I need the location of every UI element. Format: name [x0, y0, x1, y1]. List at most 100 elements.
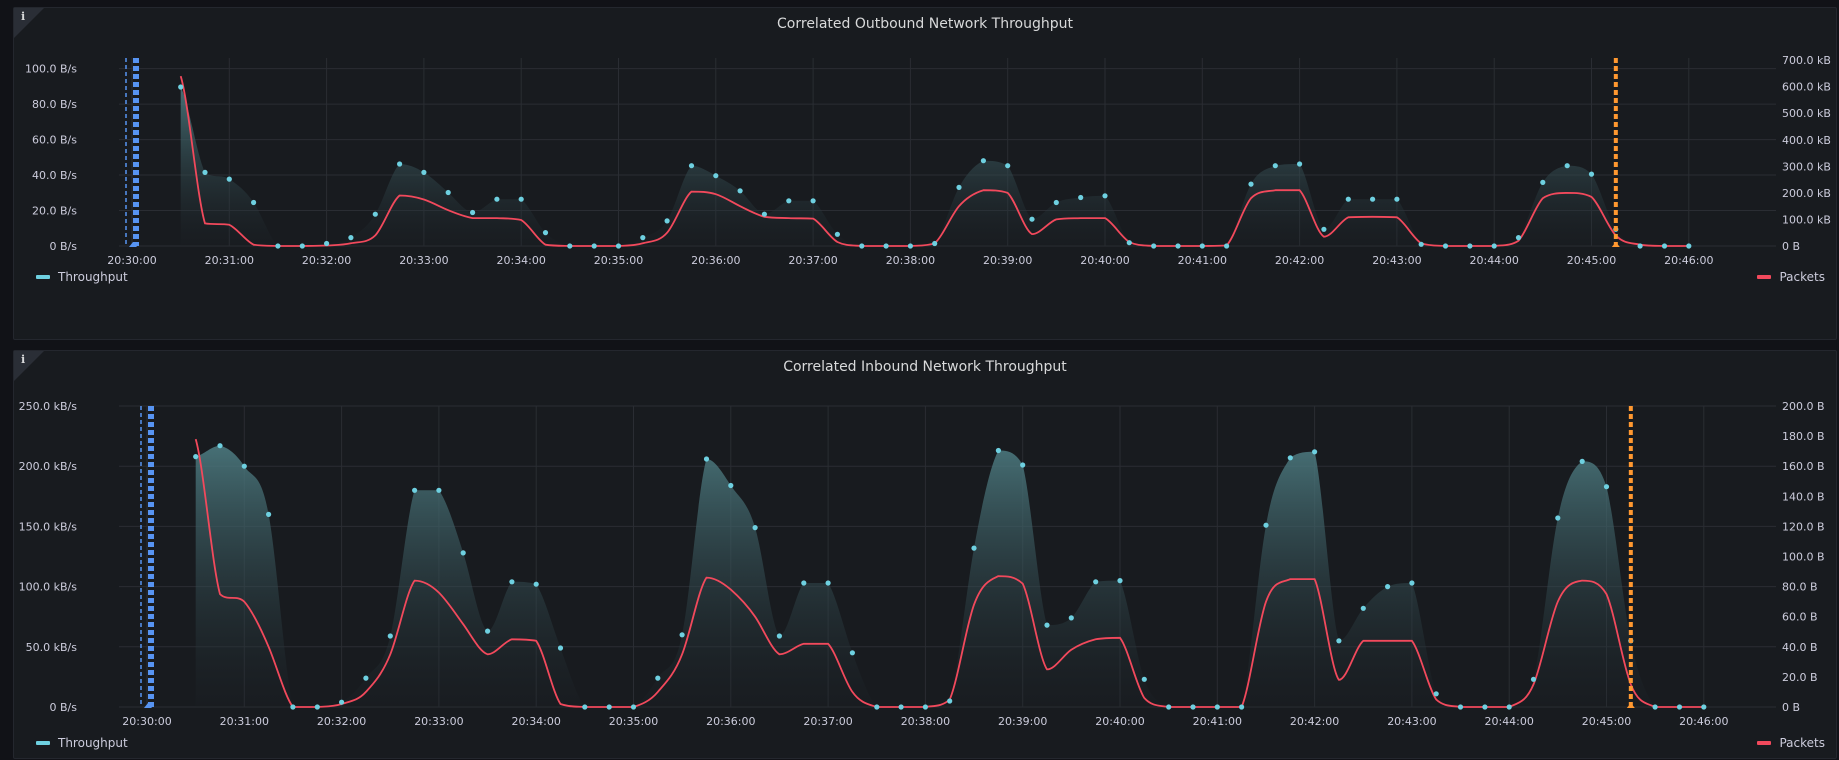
throughput-point[interactable] [1044, 622, 1050, 628]
throughput-point[interactable] [324, 240, 330, 247]
throughput-point[interactable] [737, 188, 743, 194]
throughput-point[interactable] [1564, 163, 1570, 169]
throughput-point[interactable] [1686, 243, 1692, 249]
throughput-point[interactable] [640, 235, 646, 241]
throughput-point[interactable] [922, 704, 929, 710]
throughput-point[interactable] [1029, 216, 1035, 222]
throughput-point[interactable] [1093, 579, 1099, 585]
throughput-point[interactable] [518, 196, 524, 202]
throughput-point[interactable] [1433, 691, 1439, 697]
throughput-point[interactable] [397, 161, 403, 167]
throughput-point[interactable] [688, 163, 695, 169]
legend-right[interactable]: Packets [1757, 736, 1825, 750]
throughput-point[interactable] [1102, 193, 1108, 199]
throughput-point[interactable] [1020, 462, 1026, 468]
throughput-point[interactable] [1214, 704, 1220, 710]
throughput-point[interactable] [1652, 704, 1658, 710]
throughput-point[interactable] [299, 243, 305, 249]
throughput-point[interactable] [1005, 163, 1011, 169]
throughput-point[interactable] [1579, 458, 1585, 464]
throughput-point[interactable] [703, 456, 710, 462]
throughput-point[interactable] [859, 243, 865, 249]
throughput-point[interactable] [776, 633, 783, 639]
throughput-point[interactable] [615, 243, 622, 249]
throughput-point[interactable] [1248, 181, 1254, 187]
throughput-point[interactable] [251, 199, 257, 206]
throughput-point[interactable] [372, 211, 378, 217]
throughput-point[interactable] [1491, 243, 1497, 249]
throughput-point[interactable] [664, 218, 670, 224]
throughput-point[interactable] [1166, 704, 1172, 710]
throughput-point[interactable] [494, 196, 500, 202]
throughput-point[interactable] [470, 209, 476, 216]
throughput-point[interactable] [1603, 484, 1610, 490]
throughput-point[interactable] [995, 447, 1002, 454]
throughput-point[interactable] [1370, 196, 1376, 202]
throughput-point[interactable] [1506, 704, 1512, 710]
throughput-point[interactable] [679, 632, 685, 638]
throughput-point[interactable] [655, 675, 661, 681]
throughput-point[interactable] [1126, 240, 1132, 246]
throughput-point[interactable] [557, 645, 564, 651]
throughput-point[interactable] [932, 240, 938, 247]
throughput-point[interactable] [445, 189, 451, 196]
throughput-point[interactable] [202, 169, 208, 175]
throughput-point[interactable] [1117, 578, 1123, 584]
throughput-point[interactable] [834, 231, 841, 237]
throughput-point[interactable] [728, 482, 734, 489]
throughput-point[interactable] [591, 243, 597, 249]
throughput-point[interactable] [226, 176, 232, 182]
throughput-point[interactable] [1515, 235, 1522, 241]
throughput-point[interactable] [1239, 704, 1245, 710]
throughput-point[interactable] [582, 704, 588, 710]
throughput-point[interactable] [1312, 449, 1318, 455]
throughput-point[interactable] [786, 198, 792, 204]
throughput-point[interactable] [883, 243, 889, 249]
throughput-point[interactable] [971, 545, 977, 551]
throughput-point[interactable] [509, 579, 515, 585]
throughput-point[interactable] [980, 158, 987, 164]
throughput-point[interactable] [801, 580, 807, 586]
throughput-point[interactable] [1175, 243, 1181, 249]
throughput-point[interactable] [178, 84, 184, 90]
throughput-point[interactable] [606, 704, 612, 710]
throughput-point[interactable] [1141, 676, 1147, 682]
throughput-point[interactable] [1482, 704, 1488, 710]
throughput-point[interactable] [825, 580, 831, 586]
throughput-point[interactable] [1588, 171, 1595, 177]
throughput-point[interactable] [713, 173, 719, 179]
throughput-point[interactable] [752, 525, 758, 531]
throughput-point[interactable] [217, 443, 223, 449]
throughput-point[interactable] [1287, 455, 1293, 461]
throughput-point[interactable] [1199, 243, 1205, 249]
throughput-point[interactable] [567, 243, 573, 249]
throughput-point[interactable] [241, 463, 247, 469]
annotation-start-marker[interactable] [144, 703, 152, 708]
throughput-point[interactable] [1321, 226, 1327, 232]
throughput-point[interactable] [348, 235, 354, 241]
throughput-point[interactable] [1272, 163, 1278, 169]
throughput-point[interactable] [314, 704, 320, 710]
throughput-point[interactable] [412, 487, 418, 493]
annotation-end-marker[interactable] [1611, 242, 1620, 247]
throughput-point[interactable] [275, 243, 281, 249]
throughput-point[interactable] [1637, 243, 1643, 249]
throughput-point[interactable] [1701, 704, 1707, 710]
throughput-point[interactable] [339, 699, 345, 705]
annotation-start-marker[interactable] [129, 242, 137, 247]
throughput-point[interactable] [761, 211, 768, 217]
legend-right[interactable]: Packets [1757, 270, 1825, 284]
throughput-point[interactable] [1409, 580, 1415, 586]
throughput-point[interactable] [1053, 199, 1059, 206]
info-corner[interactable] [14, 8, 44, 38]
throughput-point[interactable] [436, 487, 442, 493]
throughput-point[interactable] [874, 704, 880, 710]
throughput-point[interactable] [1457, 704, 1464, 710]
throughput-point[interactable] [849, 650, 856, 656]
throughput-point[interactable] [1442, 243, 1449, 249]
throughput-point[interactable] [1151, 243, 1157, 249]
throughput-point[interactable] [1467, 243, 1473, 249]
throughput-point[interactable] [1530, 676, 1537, 682]
throughput-point[interactable] [630, 704, 637, 710]
throughput-point[interactable] [485, 628, 491, 634]
